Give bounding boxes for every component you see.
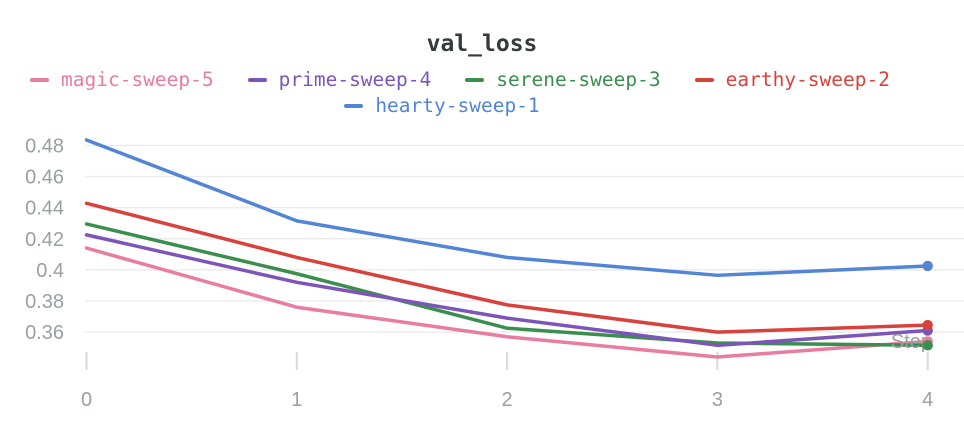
x-tick-label: 1	[291, 389, 302, 411]
y-tick-label: 0.38	[25, 291, 64, 313]
series-line-magic-sweep-5	[84, 246, 930, 359]
series-endpoint-serene-sweep-3	[922, 340, 933, 351]
series-line-serene-sweep-3	[84, 222, 930, 348]
series-line-hearty-sweep-1	[84, 138, 930, 278]
series-endpoint-earthy-sweep-2	[922, 319, 933, 331]
series-line-prime-sweep-4	[84, 233, 930, 348]
y-tick-label: 0.44	[25, 198, 64, 220]
x-tick-label: 3	[712, 389, 723, 411]
legend-item-serene-sweep-3[interactable]: serene-sweep-3	[465, 67, 661, 93]
legend-item-hearty-sweep-1[interactable]: hearty-sweep-1	[344, 93, 540, 119]
y-tick-label: 0.48	[25, 135, 64, 157]
series-line-earthy-sweep-2	[84, 201, 930, 334]
legend-swatch-prime-sweep-4	[247, 78, 267, 82]
legend-swatch-magic-sweep-5	[30, 78, 49, 82]
legend-label: serene-sweep-3	[496, 68, 661, 91]
legend-item-magic-sweep-5[interactable]: magic-sweep-5	[30, 67, 214, 93]
x-axis-label: Step	[891, 331, 932, 353]
y-tick-label: 0.42	[25, 229, 64, 251]
y-tick-label: 0.4	[36, 260, 64, 282]
x-tick-label: 0	[81, 389, 92, 411]
chart-title: val_loss	[426, 31, 538, 57]
legend-label: earthy-sweep-2	[725, 68, 890, 91]
legend-item-prime-sweep-4[interactable]: prime-sweep-4	[247, 67, 432, 93]
y-tick-label: 0.36	[25, 322, 64, 344]
legend-swatch-earthy-sweep-2	[694, 78, 714, 82]
plot-area: 0.36 0.38 0.4 0.42 0.44 0.46 0.48 0 1 2 3 4 Step	[25, 135, 964, 411]
x-tick-label: 2	[502, 389, 513, 411]
legend-label: magic-sweep-5	[61, 68, 214, 91]
legend-swatch-hearty-sweep-1	[344, 104, 364, 108]
legend-swatch-serene-sweep-3	[465, 78, 485, 82]
legend-label: prime-sweep-4	[278, 68, 432, 91]
x-tick-label: 4	[922, 389, 933, 411]
legend-label: hearty-sweep-1	[375, 94, 540, 117]
legend-row-1: magic-sweep-5 prime-sweep-4 serene-sweep-3…	[0, 67, 964, 93]
legend-item-earthy-sweep-2[interactable]: earthy-sweep-2	[694, 67, 890, 93]
legend-row-2: hearty-sweep-1	[0, 93, 964, 119]
y-tick-label: 0.46	[25, 167, 64, 189]
series-endpoint-hearty-sweep-1	[922, 260, 933, 272]
